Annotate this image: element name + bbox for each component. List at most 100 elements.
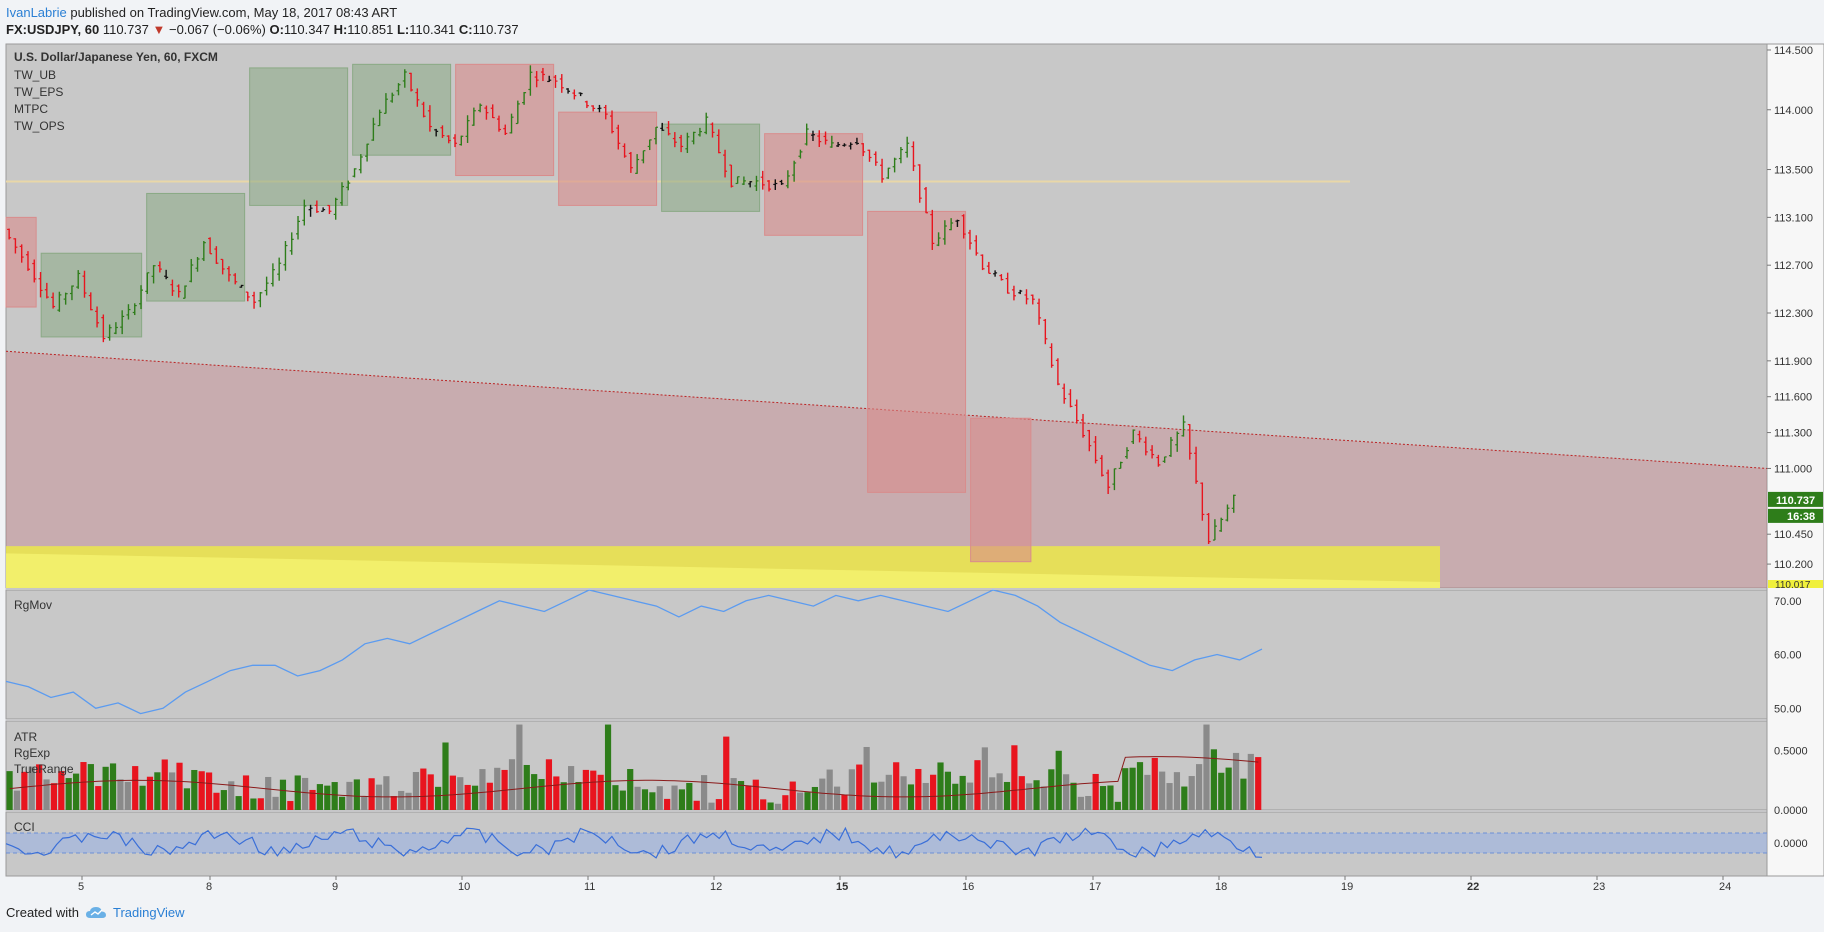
indicator-label-3: TW_OPS bbox=[14, 119, 65, 133]
atr-bar bbox=[205, 772, 213, 810]
atr-bar bbox=[774, 803, 782, 810]
atr-bar bbox=[974, 760, 981, 810]
atr-bar bbox=[590, 770, 597, 810]
price-tick-label: 112.700 bbox=[1774, 260, 1813, 272]
atr-bar bbox=[449, 775, 456, 810]
atr-bar bbox=[124, 781, 131, 810]
atr-bar bbox=[826, 769, 833, 810]
atr-bar bbox=[508, 759, 516, 810]
chart-title: U.S. Dollar/Japanese Yen, 60, FXCM bbox=[14, 50, 218, 64]
x-tick-label: 19 bbox=[1341, 881, 1353, 893]
last-price: 110.737 bbox=[102, 22, 149, 37]
atr-bar bbox=[235, 796, 242, 810]
atr-bar bbox=[1203, 724, 1210, 810]
atr-bar bbox=[678, 789, 686, 810]
atr-bar bbox=[900, 776, 907, 810]
atr-bar bbox=[760, 799, 767, 810]
symbol-label: FX:USDJPY, 60 bbox=[6, 22, 100, 37]
atr-bar bbox=[95, 786, 102, 810]
tradingview-link[interactable]: TradingView bbox=[112, 905, 185, 920]
atr-bar bbox=[634, 786, 641, 810]
atr-bar bbox=[1173, 772, 1181, 810]
atr-bar bbox=[1122, 768, 1129, 810]
chart-svg[interactable]: U.S. Dollar/Japanese Yen, 60, FXCM TW_UB T… bbox=[0, 0, 1824, 900]
atr-bar bbox=[893, 762, 900, 810]
price-change: −0.067 (−0.06%) bbox=[168, 22, 266, 37]
created-with-text: Created with bbox=[6, 905, 79, 920]
atr-bar bbox=[1070, 782, 1077, 810]
cci-line bbox=[5, 826, 1263, 859]
atr-tick-label: 0.0000 bbox=[1774, 805, 1808, 817]
close-value: 110.737 bbox=[472, 22, 519, 37]
atr-bar bbox=[649, 792, 656, 810]
atr-bar bbox=[730, 778, 737, 810]
range-box-4 bbox=[352, 63, 452, 156]
last-price-tag bbox=[1768, 491, 1823, 507]
x-tick-label: 10 bbox=[458, 881, 470, 893]
atr-bar bbox=[1026, 783, 1033, 810]
atr-bar bbox=[338, 796, 346, 810]
atr-bar bbox=[169, 772, 176, 810]
atr-bar bbox=[545, 759, 553, 810]
atr-bar bbox=[316, 784, 323, 810]
atr-bar bbox=[117, 779, 124, 810]
x-tick-label: 17 bbox=[1089, 881, 1101, 893]
atr-bar bbox=[435, 786, 442, 810]
indicator-label-1: TW_EPS bbox=[14, 85, 63, 99]
atr-bar bbox=[833, 786, 841, 810]
atr-bar bbox=[257, 798, 264, 810]
range-box-2 bbox=[146, 192, 246, 302]
atr-bar bbox=[568, 766, 575, 810]
atr-bar bbox=[1166, 783, 1173, 810]
price-tick-label: 111.900 bbox=[1774, 356, 1812, 368]
atr-bar bbox=[1085, 795, 1092, 810]
atr-bar bbox=[287, 801, 294, 810]
atr-bar bbox=[627, 769, 634, 810]
atr-bar bbox=[523, 764, 530, 810]
atr-bar bbox=[686, 782, 693, 810]
atr-bar bbox=[767, 802, 774, 810]
atr-bar bbox=[915, 768, 922, 810]
atr-bar bbox=[797, 792, 804, 810]
atr-bar bbox=[13, 790, 21, 810]
atr-bar bbox=[1018, 776, 1025, 810]
atr-bar bbox=[1247, 753, 1254, 810]
price-tick-label: 113.500 bbox=[1774, 165, 1813, 177]
price-axis bbox=[1766, 43, 1824, 877]
atr-bar bbox=[715, 799, 722, 810]
atr-bar bbox=[981, 747, 988, 810]
atr-bar bbox=[80, 762, 87, 810]
atr-bar bbox=[420, 768, 427, 810]
atr-bar bbox=[65, 778, 72, 810]
x-tick-label: 22 bbox=[1467, 881, 1479, 893]
last-price-label: 110.737 bbox=[1776, 495, 1815, 507]
atr-bar bbox=[132, 766, 139, 810]
atr-bar bbox=[191, 769, 198, 810]
x-tick-label: 12 bbox=[710, 881, 722, 893]
atr-bar bbox=[641, 789, 649, 810]
atr-bar bbox=[575, 781, 582, 810]
range-box-7 bbox=[661, 123, 761, 212]
atr-bar bbox=[1151, 757, 1158, 810]
low-label: L: bbox=[396, 22, 410, 37]
atr-bar bbox=[43, 779, 50, 810]
cci-label: CCI bbox=[14, 820, 35, 834]
chart-area[interactable]: U.S. Dollar/Japanese Yen, 60, FXCM TW_UB T… bbox=[0, 0, 1824, 905]
x-tick-label: 24 bbox=[1719, 881, 1731, 893]
atr-bar bbox=[272, 796, 279, 810]
atr-bar bbox=[885, 774, 892, 810]
x-tick-label: 18 bbox=[1215, 881, 1227, 893]
atr-bar bbox=[878, 781, 885, 810]
atr-bar bbox=[737, 781, 745, 810]
atr-bar bbox=[1092, 773, 1099, 810]
author-link[interactable]: IvanLabrie bbox=[6, 5, 67, 20]
atr-bar bbox=[324, 785, 331, 810]
atr-bar bbox=[841, 794, 848, 810]
price-tick-label: 114.000 bbox=[1774, 105, 1813, 117]
atr-bar bbox=[811, 786, 819, 810]
x-tick-label: 15 bbox=[836, 881, 848, 893]
atr-bar bbox=[486, 782, 493, 810]
atr-bar bbox=[228, 781, 235, 810]
indicator-label-0: TW_UB bbox=[14, 68, 56, 82]
atr-bar bbox=[671, 785, 678, 810]
